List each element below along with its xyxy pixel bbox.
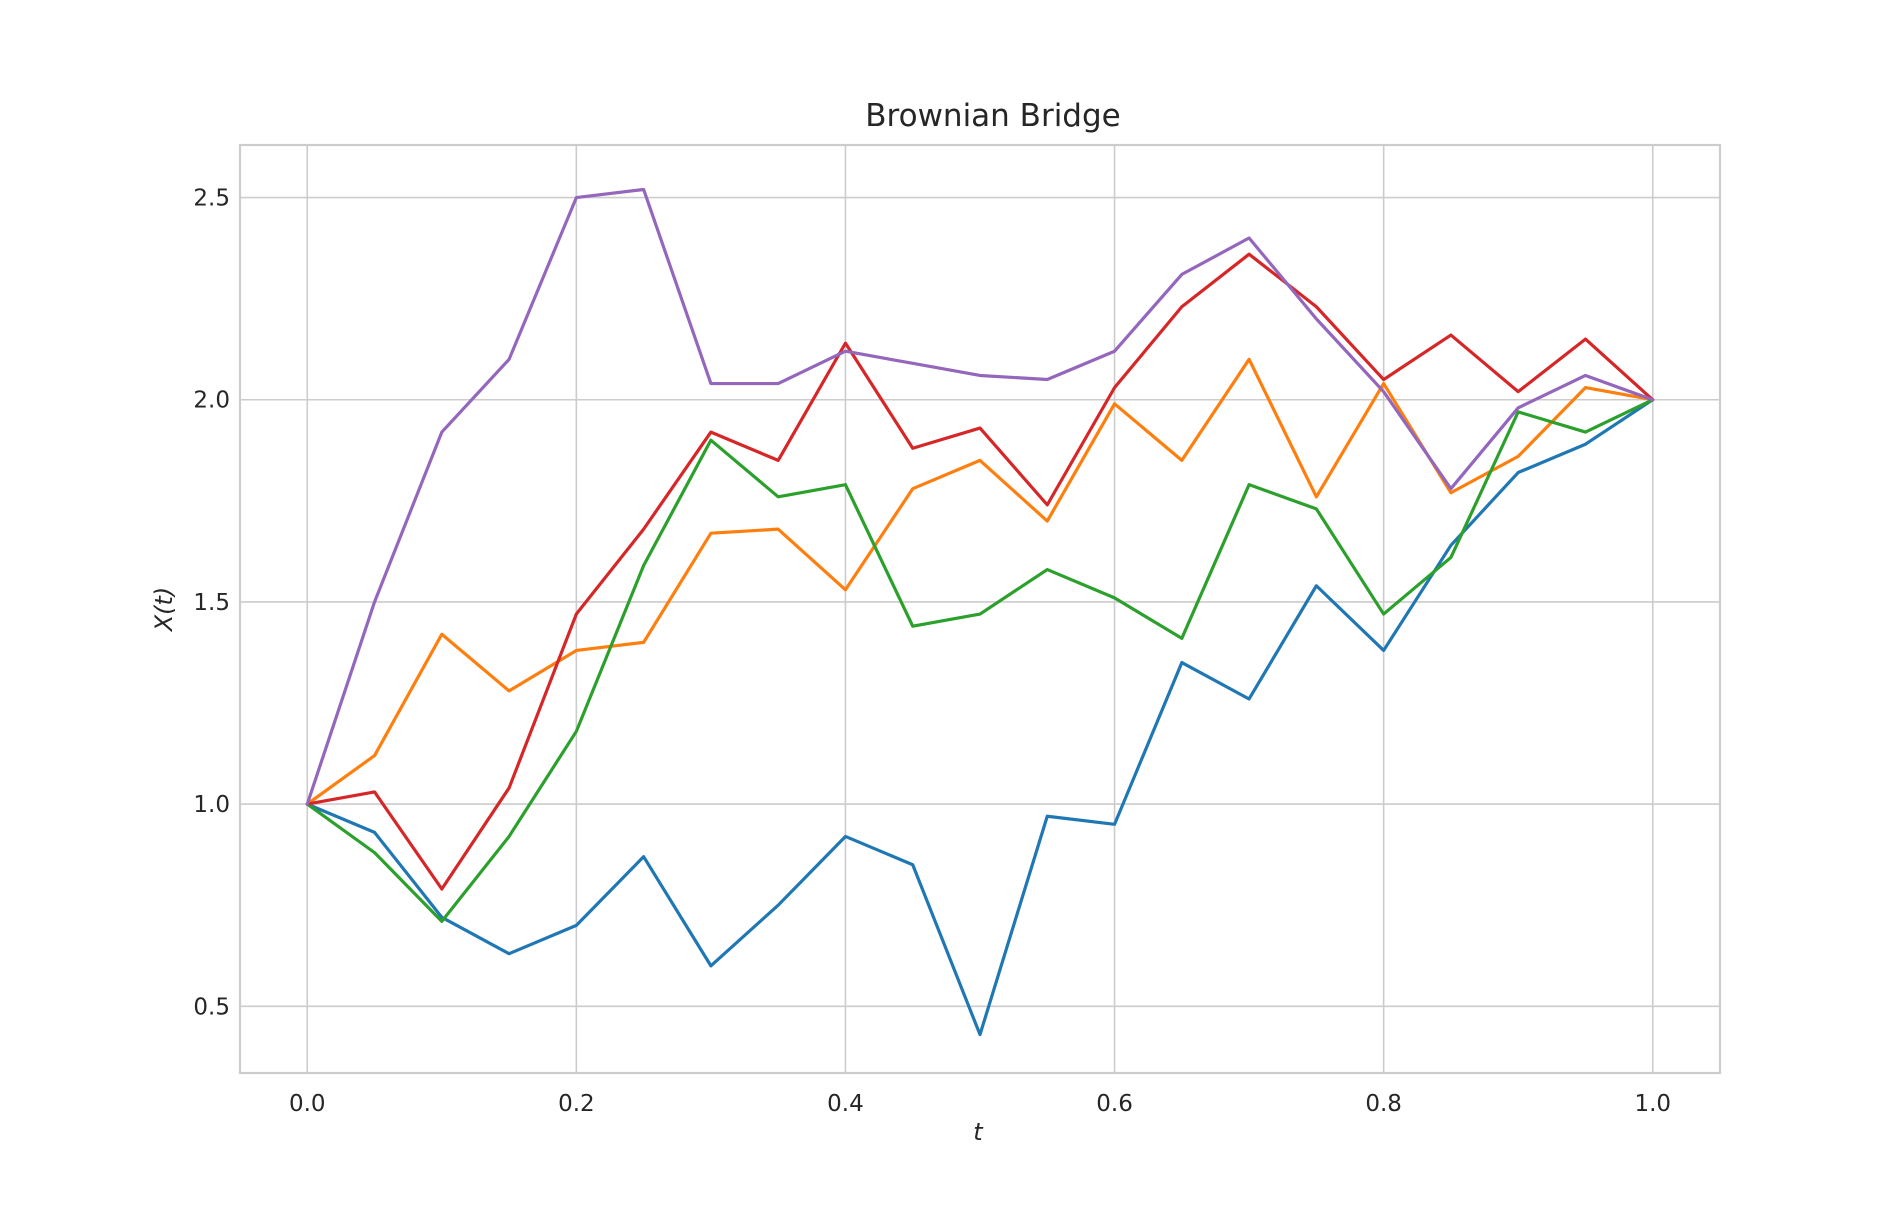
series-layer xyxy=(305,187,1655,1037)
x-tick-label: 1.0 xyxy=(1634,1091,1671,1117)
series-line-4 xyxy=(305,252,1655,891)
y-axis-label: X(t) xyxy=(150,587,178,634)
y-tick-label: 2.5 xyxy=(193,186,230,212)
x-tick-label: 0.8 xyxy=(1365,1091,1402,1117)
x-axis-label: t xyxy=(973,1118,984,1146)
x-tick-label: 0.4 xyxy=(827,1091,864,1117)
y-tick-label: 0.5 xyxy=(193,994,230,1020)
series-line-5 xyxy=(305,187,1655,806)
y-axis-ticks: 0.5 1.0 1.5 2.0 2.5 xyxy=(193,186,230,1021)
series-line-3 xyxy=(305,398,1655,923)
x-tick-label: 0.2 xyxy=(558,1091,595,1117)
x-axis-ticks: 0.0 0.2 0.4 0.6 0.8 1.0 xyxy=(289,1091,1671,1117)
series-line-1 xyxy=(305,398,1655,1037)
y-tick-label: 1.0 xyxy=(193,792,230,818)
y-tick-label: 1.5 xyxy=(193,590,230,616)
plot-frame xyxy=(238,143,1722,1075)
y-tick-label: 2.0 xyxy=(193,388,230,414)
x-tick-label: 0.0 xyxy=(289,1091,326,1117)
grid xyxy=(240,145,1720,1073)
x-tick-label: 0.6 xyxy=(1096,1091,1133,1117)
series-line-2 xyxy=(305,357,1655,806)
chart-title: Brownian Bridge xyxy=(865,98,1120,134)
